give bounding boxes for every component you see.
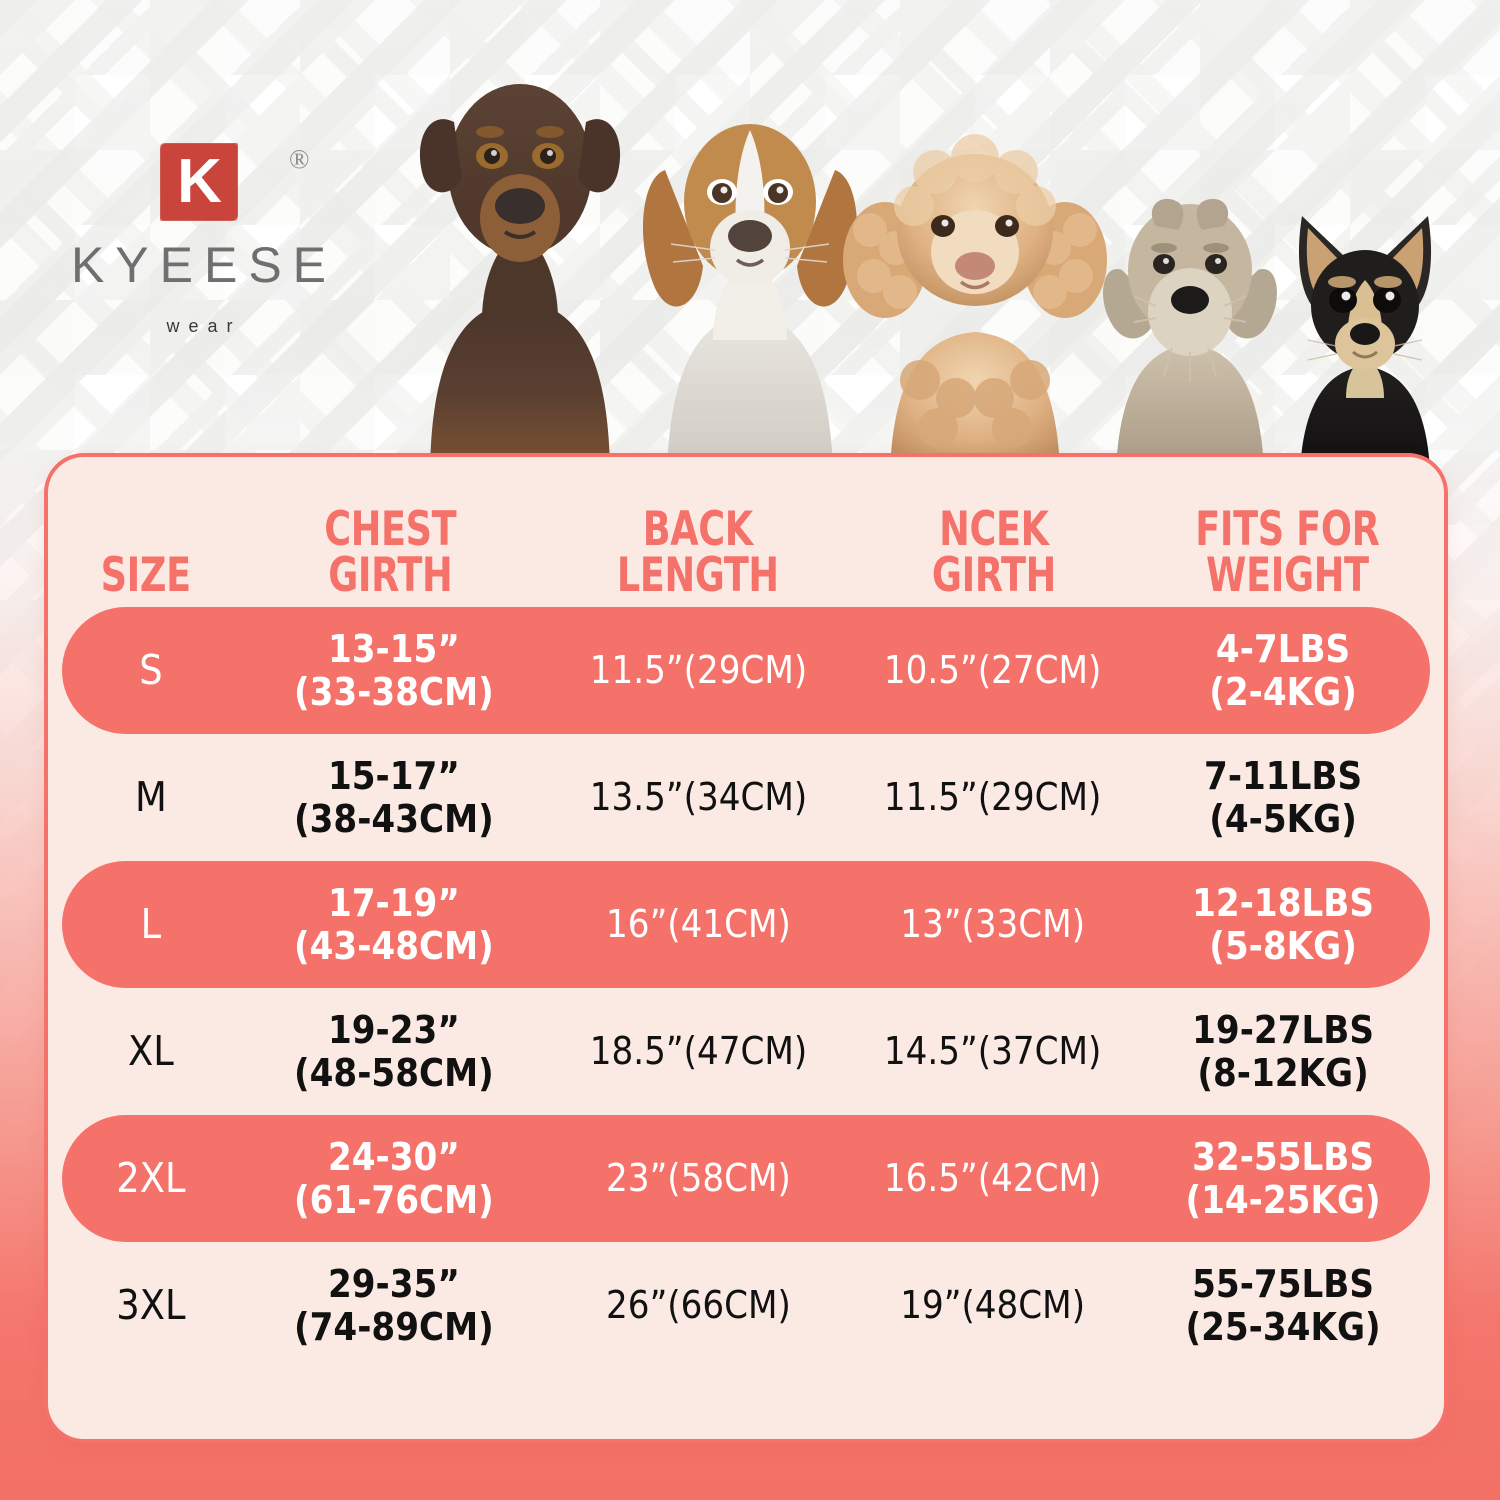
column-header-back-length: BACK LENGTH [616,501,779,603]
dog-photo-chihuahua [1298,216,1432,470]
size-table-header-row: SIZE CHEST GIRTH BACK LENGTH NCEK GIRTH … [48,457,1444,607]
registered-trademark-icon: ® [289,144,310,174]
brand-tagline: wear [166,316,242,336]
table-row: XL 19-23” (48-58CM) 18.5”(47CM) 14.5”(37… [62,988,1430,1115]
cell-size: M [134,772,167,821]
brand-logo-k-mark: K [161,144,237,220]
cell-size: 2XL [116,1153,186,1202]
cell-fits-for-weight: 55-75LBS (25-34KG) [1185,1261,1381,1349]
dog-photo-strip [370,0,1480,470]
column-header-chest-girth: CHEST GIRTH [324,501,457,603]
size-table-body: S 13-15” (33-38CM) 11.5”(29CM) 10.5”(27C… [48,607,1444,1369]
dog-photo-beagle [642,124,858,470]
cell-size: 3XL [116,1280,186,1329]
cell-back-length: 11.5”(29CM) [589,648,807,693]
cell-fits-for-weight: 4-7LBS (2-4KG) [1209,626,1357,714]
size-chart-panel: SIZE CHEST GIRTH BACK LENGTH NCEK GIRTH … [44,453,1448,1443]
cell-neck-girth: 13”(33CM) [899,902,1085,947]
table-row: S 13-15” (33-38CM) 11.5”(29CM) 10.5”(27C… [62,607,1430,734]
cell-fits-for-weight: 7-11LBS (4-5KG) [1203,753,1362,841]
cell-back-length: 23”(58CM) [605,1156,791,1201]
cell-back-length: 18.5”(47CM) [589,1029,807,1074]
column-header-neck-girth: NCEK GIRTH [932,501,1057,603]
dog-photo-poodle [843,134,1107,470]
cell-back-length: 16”(41CM) [605,902,791,947]
column-header-fits-for-weight: FITS FOR WEIGHT [1195,501,1381,603]
cell-chest-girth: 29-35” (74-89CM) [293,1261,494,1349]
cell-neck-girth: 16.5”(42CM) [883,1156,1101,1201]
brand-logo: K ® KYEESE wear [34,130,364,370]
cell-size: XL [127,1026,174,1075]
table-row: M 15-17” (38-43CM) 13.5”(34CM) 11.5”(29C… [62,734,1430,861]
cell-back-length: 26”(66CM) [605,1283,791,1328]
table-row: 2XL 24-30” (61-76CM) 23”(58CM) 16.5”(42C… [62,1115,1430,1242]
cell-chest-girth: 13-15” (33-38CM) [293,626,494,714]
cell-fits-for-weight: 12-18LBS (5-8KG) [1191,880,1374,968]
cell-neck-girth: 10.5”(27CM) [883,648,1101,693]
cell-size: S [139,645,163,694]
cell-chest-girth: 19-23” (48-58CM) [293,1007,494,1095]
cell-chest-girth: 17-19” (43-48CM) [293,880,494,968]
brand-logo-mark-row: K ® [34,130,364,230]
table-row: L 17-19” (43-48CM) 16”(41CM) 13”(33CM) 1… [62,861,1430,988]
cell-neck-girth: 14.5”(37CM) [883,1029,1101,1074]
table-row: 3XL 29-35” (74-89CM) 26”(66CM) 19”(48CM)… [62,1242,1430,1369]
cell-neck-girth: 19”(48CM) [899,1283,1085,1328]
cell-fits-for-weight: 32-55LBS (14-25KG) [1185,1134,1381,1222]
cell-chest-girth: 24-30” (61-76CM) [293,1134,494,1222]
cell-back-length: 13.5”(34CM) [589,775,807,820]
cell-neck-girth: 11.5”(29CM) [883,775,1101,820]
dog-photo-schnauzer [1103,198,1277,470]
cell-chest-girth: 15-17” (38-43CM) [293,753,494,841]
cell-fits-for-weight: 19-27LBS (8-12KG) [1191,1007,1374,1095]
column-header-size: SIZE [100,547,192,603]
cell-size: L [140,899,162,948]
brand-name: KYEESE [70,237,338,293]
dog-photo-doberman [419,84,621,470]
